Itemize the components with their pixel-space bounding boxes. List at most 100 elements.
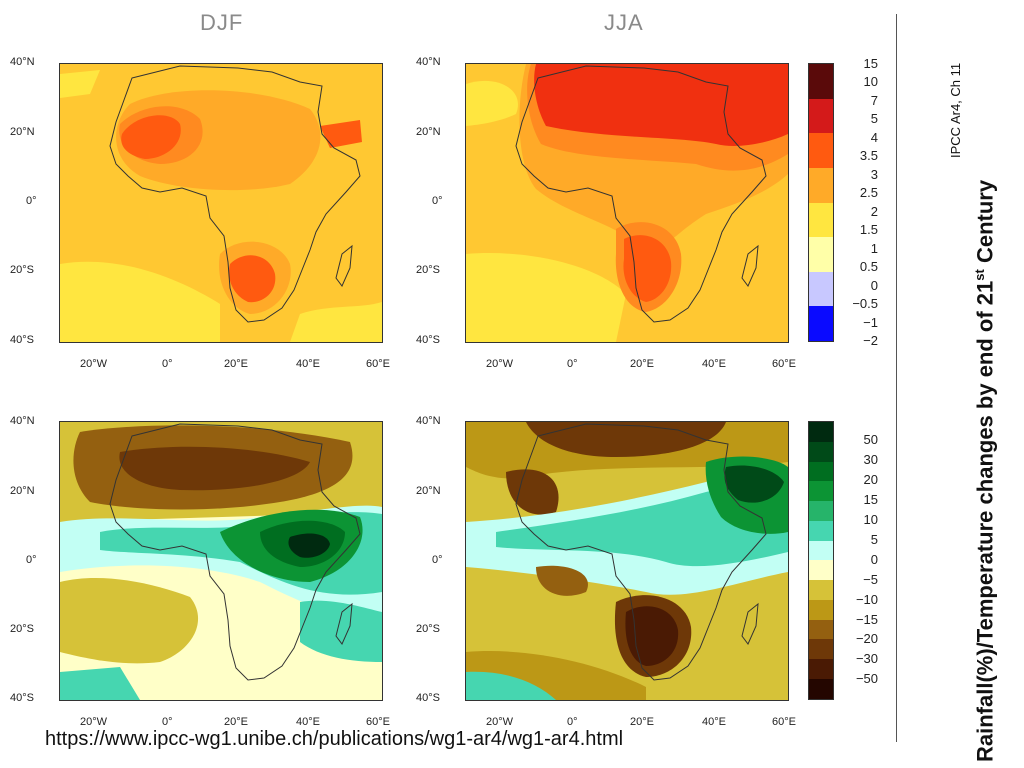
x-tick-label: 60°E xyxy=(366,358,390,370)
colorbar-label: 3.5 xyxy=(859,148,878,163)
colorbar-label: −15 xyxy=(855,612,878,627)
colorbar-swatch xyxy=(809,501,833,521)
colorbar-label: −1 xyxy=(863,315,878,330)
colorbar-label: 3 xyxy=(870,167,878,182)
y-tick-label: 20°N xyxy=(10,485,35,497)
colorbar-swatch xyxy=(809,678,833,699)
x-tick-label: 20°E xyxy=(224,358,248,370)
x-tick-label: 60°E xyxy=(772,358,796,370)
x-tick-label: 40°E xyxy=(296,358,320,370)
y-tick-label: 20°N xyxy=(416,485,441,497)
y-tick-label: 0° xyxy=(432,195,443,207)
slide-title-superscript: st xyxy=(972,269,987,281)
y-tick-label: 40°S xyxy=(10,692,34,704)
djf-temperature-map xyxy=(59,63,383,343)
y-tick-label: 20°S xyxy=(416,264,440,276)
colorbar-swatch xyxy=(809,619,833,640)
x-tick-label: 40°E xyxy=(702,358,726,370)
y-tick-label: 40°S xyxy=(10,334,34,346)
x-tick-label: 60°E xyxy=(772,716,796,728)
y-tick-label: 20°N xyxy=(10,126,35,138)
colorbar-label: −2 xyxy=(863,333,878,348)
x-tick-label: 20°E xyxy=(224,716,248,728)
djf-rainfall-map xyxy=(59,421,383,701)
colorbar-swatch xyxy=(809,237,833,272)
colorbar-label: 1.5 xyxy=(859,222,878,237)
y-tick-label: 0° xyxy=(26,195,37,207)
x-tick-label: 20°W xyxy=(80,716,108,728)
x-tick-label: 20°W xyxy=(486,716,514,728)
colorbar-label: 0.5 xyxy=(859,259,878,274)
colorbar-swatch xyxy=(809,639,833,660)
x-tick-label: 20°E xyxy=(630,716,654,728)
colorbar-swatch xyxy=(809,422,833,442)
colorbar-label: −20 xyxy=(855,631,878,646)
rainfall-colorbar xyxy=(808,421,834,700)
colorbar-label: 2 xyxy=(870,204,878,219)
colorbar-label: −0.5 xyxy=(852,296,878,311)
divider-line xyxy=(896,14,897,742)
colorbar-swatch xyxy=(809,481,833,502)
colorbar-label: 0 xyxy=(870,278,878,293)
colorbar-label: 2.5 xyxy=(859,185,878,200)
colorbar-label: −10 xyxy=(855,592,878,607)
reference-label: IPCC Ar4, Ch 11 xyxy=(948,62,963,158)
colorbar-swatch xyxy=(809,599,833,620)
colorbar-label: 10 xyxy=(863,74,878,89)
jja-rainfall-map xyxy=(465,421,789,701)
y-tick-label: 40°S xyxy=(416,692,440,704)
x-tick-label: 0° xyxy=(162,358,173,370)
x-tick-label: 20°E xyxy=(630,358,654,370)
y-tick-label: 20°S xyxy=(10,623,34,635)
x-tick-label: 0° xyxy=(567,358,578,370)
y-tick-label: 40°N xyxy=(10,415,35,427)
x-tick-label: 20°W xyxy=(486,358,514,370)
source-url: https://www.ipcc-wg1.unibe.ch/publicatio… xyxy=(45,728,624,750)
colorbar-label: −50 xyxy=(855,671,878,686)
x-tick-label: 0° xyxy=(162,716,173,728)
colorbar-swatch xyxy=(809,306,833,341)
y-tick-label: 20°S xyxy=(10,264,34,276)
slide-title-main: Rainfall(%)/Temperature changes by end o… xyxy=(972,280,998,762)
colorbar-swatch xyxy=(809,441,833,462)
colorbar-swatch xyxy=(809,64,833,99)
y-tick-label: 40°N xyxy=(416,56,441,68)
colorbar-label: 15 xyxy=(863,492,878,507)
y-tick-label: 20°N xyxy=(416,126,441,138)
temperature-colorbar xyxy=(808,63,834,342)
y-tick-label: 40°N xyxy=(10,56,35,68)
colorbar-label: 30 xyxy=(863,452,878,467)
colorbar-swatch xyxy=(809,461,833,482)
colorbar-label: 50 xyxy=(863,432,878,447)
colorbar-swatch xyxy=(809,167,833,203)
y-tick-label: 40°N xyxy=(416,415,441,427)
colorbar-label: 7 xyxy=(870,93,878,108)
x-tick-label: 0° xyxy=(567,716,578,728)
x-tick-label: 20°W xyxy=(80,358,108,370)
colorbar-label: 15 xyxy=(863,56,878,71)
colorbar-label: 4 xyxy=(870,130,878,145)
x-tick-label: 40°E xyxy=(296,716,320,728)
colorbar-label: −30 xyxy=(855,651,878,666)
colorbar-swatch xyxy=(809,520,833,541)
y-tick-label: 20°S xyxy=(416,623,440,635)
colorbar-swatch xyxy=(809,659,833,679)
colorbar-swatch xyxy=(809,133,833,168)
colorbar-label: 10 xyxy=(863,512,878,527)
colorbar-swatch xyxy=(809,98,833,134)
colorbar-label: 1 xyxy=(870,241,878,256)
colorbar-swatch xyxy=(809,202,833,238)
y-tick-label: 40°S xyxy=(416,334,440,346)
y-tick-label: 0° xyxy=(26,554,37,566)
colorbar-label: 5 xyxy=(870,532,878,547)
colorbar-label: −5 xyxy=(863,572,878,587)
colorbar-label: 20 xyxy=(863,472,878,487)
jja-temperature-map xyxy=(465,63,789,343)
slide-title: Rainfall(%)/Temperature changes by end o… xyxy=(972,180,998,762)
x-tick-label: 40°E xyxy=(702,716,726,728)
colorbar-swatch xyxy=(809,580,833,600)
colorbar-label: 0 xyxy=(870,552,878,567)
x-tick-label: 60°E xyxy=(366,716,390,728)
colorbar-label: 5 xyxy=(870,111,878,126)
djf-panel-title: DJF xyxy=(200,10,244,35)
